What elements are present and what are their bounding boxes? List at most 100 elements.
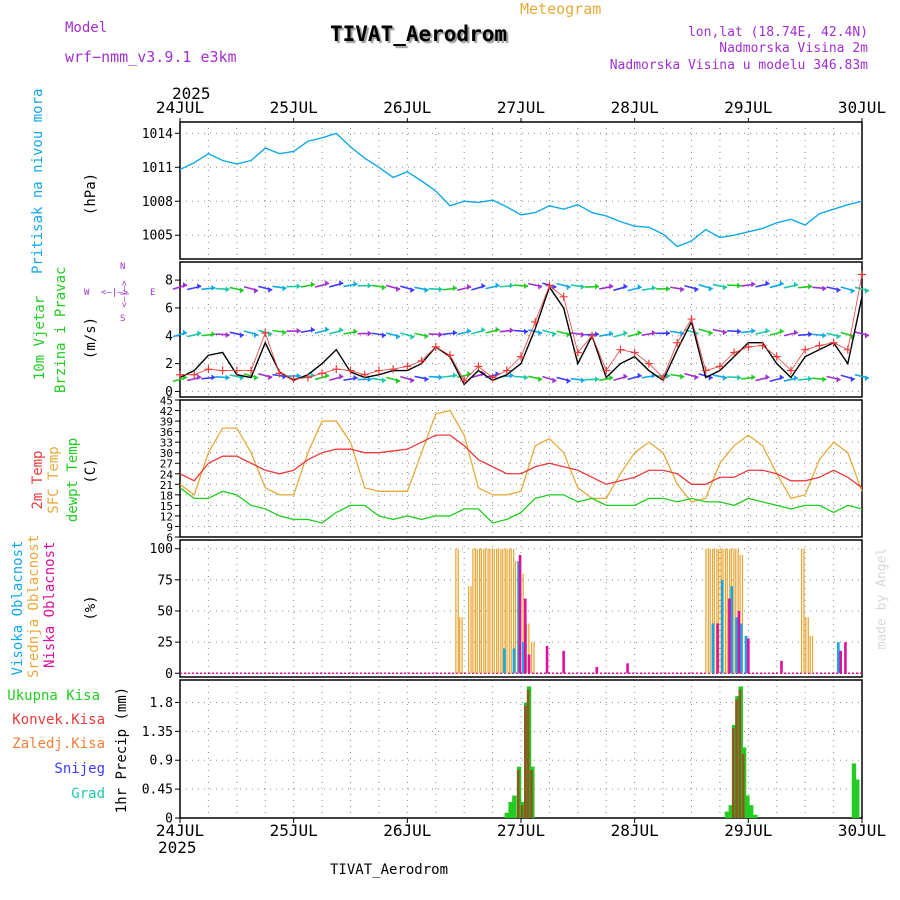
wind-arrow-head: [538, 376, 543, 383]
wind-arrow-head: [296, 327, 301, 334]
wind-arrow-head: [367, 330, 372, 337]
model-name: wrf−nmm_v3.9.1 e3km: [65, 48, 237, 66]
cloud-bar-low: [716, 623, 719, 674]
wind-arrow-head: [353, 374, 358, 381]
wind-arrow-head: [325, 280, 330, 287]
height-label: Nadmorska Visina 2m: [719, 41, 868, 56]
cloud-bar-low: [780, 660, 783, 674]
precip-bar-convective: [520, 805, 524, 818]
wind-arrow-head: [609, 330, 614, 337]
wind-arrow-head: [722, 374, 727, 381]
precip-bar-total: [855, 779, 860, 818]
pressure-panel: 1005 1008 1011 1014: [142, 121, 863, 260]
wind-arrow-head: [367, 282, 372, 289]
wind-arrow-head: [737, 374, 742, 381]
pressure-ytick-label: 1005: [142, 229, 173, 244]
model-height-label: Nadmorska Visina u modelu 346.83m: [609, 58, 868, 73]
wind-arrow-head: [325, 326, 330, 333]
precip-legend-convective: Konvek.Kisa: [12, 712, 105, 728]
temperature-ytick-label: 39: [160, 416, 173, 429]
wind-arrow-head: [254, 287, 259, 294]
wind-arrow-head: [438, 331, 443, 338]
year-bottom: 2025: [158, 838, 197, 857]
wind-arrow-head: [353, 281, 358, 288]
wind-arrow-head: [552, 331, 557, 338]
time-label-bottom: 25JUL: [270, 821, 318, 840]
wind-arrow-head: [680, 330, 685, 337]
precip-bar-total: [508, 801, 513, 818]
model-label: Model: [65, 20, 108, 36]
precip-legend-snow: Snijeg: [54, 761, 105, 777]
clouds-ytick-label: 25: [157, 636, 173, 651]
wind-arrow-head: [381, 332, 386, 339]
wind-arrow-head: [509, 372, 514, 379]
wind-arrow-head: [524, 374, 528, 381]
cloud-bar-high: [739, 623, 743, 674]
precip-ytick-label: 0.9: [150, 754, 173, 769]
cloud-bar-high: [730, 586, 734, 674]
cloud-bar-high: [720, 579, 724, 674]
time-label-top: 24JUL: [156, 98, 204, 117]
wind-arrow-head: [538, 283, 543, 290]
temperature-frame: [179, 399, 863, 538]
precip-bar-total: [728, 805, 734, 818]
wind-arrow-head: [438, 286, 443, 293]
meteogram-title: Meteogram: [520, 0, 602, 18]
temperature-ytick-label: 21: [160, 479, 173, 492]
compass-s: S: [120, 314, 126, 324]
wind-arrow-head: [850, 376, 855, 383]
wind-panel: 0 2 4 6 8: [165, 261, 863, 400]
wind-arrow-head: [708, 285, 713, 292]
pressure-line: [179, 132, 863, 248]
precip-bar-convective: [741, 753, 745, 818]
wind-arrow-head: [183, 329, 187, 336]
wind-arrow-head: [197, 374, 202, 381]
wind-arrow-head: [808, 331, 813, 338]
wind-arrow-head: [680, 373, 685, 380]
wind-arrow-head: [822, 285, 827, 292]
wind-arrow-head: [623, 373, 628, 380]
wind-arrow-head: [865, 375, 869, 382]
precip-bar-convective: [526, 689, 530, 818]
wind-arrow-head: [836, 287, 841, 294]
wind-arrow-head: [708, 330, 713, 337]
wind-arrow-head: [467, 327, 472, 334]
time-label-top: 30JUL: [838, 98, 886, 117]
wind-arrow-head: [694, 374, 699, 381]
wind-arrow-head: [339, 373, 344, 380]
wind-arrow-head: [524, 283, 528, 290]
2m-temp-line: [179, 434, 863, 489]
cloud-bar-low: [844, 642, 847, 674]
wind-arrow-head: [495, 326, 500, 333]
temperature-ytick-label: 18: [160, 489, 173, 502]
wind-arrow-head: [197, 330, 202, 337]
wind-arrow-head: [580, 283, 585, 290]
wind-arrow-head: [850, 287, 855, 294]
wind-arrow-head: [211, 374, 216, 381]
clouds-ytick-label: 50: [157, 604, 173, 619]
wind-arrow-head: [481, 326, 486, 333]
cloud-bar-high: [512, 648, 516, 674]
precip-ytick-label: 1.8: [150, 696, 173, 711]
temperature-ytick-label: 45: [160, 395, 173, 408]
wind-arrow-row: [172, 280, 870, 294]
wind-arrow-head: [509, 282, 514, 289]
wind-ytick-label: 4: [165, 329, 173, 344]
cloud-bar-low: [747, 638, 750, 674]
wind-frame: [179, 261, 863, 398]
pressure-frame: [179, 121, 863, 260]
wind-arrow-head: [737, 328, 742, 335]
wind-arrow-head: [268, 374, 273, 381]
precip-bar-convective: [524, 705, 527, 818]
cloud-bar-low: [562, 650, 565, 674]
cloud-bar-high: [711, 623, 715, 674]
wind-arrow-head: [836, 376, 841, 383]
wind-ytick-label: 2: [165, 357, 173, 372]
wind-arrow-head: [467, 283, 472, 290]
wind-arrow-head: [325, 372, 330, 379]
wind-arrow-head: [396, 333, 401, 340]
wind-arrow-head: [225, 374, 230, 381]
precip-bar-total: [504, 812, 509, 818]
